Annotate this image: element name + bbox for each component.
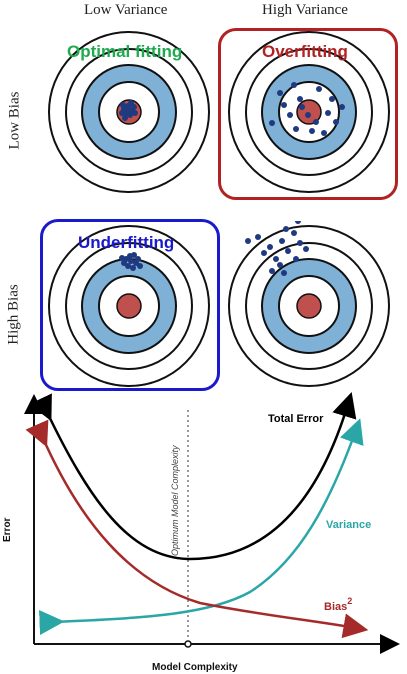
target-high-bias-low-variance: [48, 225, 210, 387]
total-error-curve: [29, 392, 357, 561]
row-header-high-bias: High Bias: [5, 284, 22, 345]
shot-cluster-offset: [119, 252, 143, 271]
bias-curve: [25, 419, 369, 639]
variance-label: Variance: [326, 519, 371, 531]
optimum-tick: [184, 640, 192, 648]
column-header-low-variance: Low Variance: [84, 2, 168, 18]
target-low-bias-high-variance: [228, 31, 390, 193]
target-low-bias-low-variance: [48, 31, 210, 193]
shot-cluster: [119, 100, 138, 121]
optimal-fitting-label: Optimal fitting: [67, 42, 183, 61]
bias-label: Bias2: [324, 596, 352, 613]
underfitting-frame: [40, 219, 220, 391]
overfitting-frame: [218, 28, 398, 200]
column-header-high-variance: High Variance: [262, 2, 348, 18]
underfitting-label: Underfitting: [78, 233, 175, 252]
optimum-label: Optimum Model Complexity: [170, 445, 180, 556]
shot-scatter-offset: [245, 221, 309, 276]
target-high-bias-high-variance: [228, 221, 390, 387]
tradeoff-chart: Optimum Model Complexity Total Error Var…: [2, 392, 400, 673]
y-axis-label: Error: [2, 517, 13, 542]
x-axis-label: Model Complexity: [152, 662, 238, 673]
shot-scatter: [269, 82, 345, 136]
row-header-low-bias: Low Bias: [6, 91, 23, 150]
total-error-label: Total Error: [268, 413, 324, 425]
variance-curve: [39, 418, 364, 635]
overfitting-label: Overfitting: [262, 42, 348, 61]
